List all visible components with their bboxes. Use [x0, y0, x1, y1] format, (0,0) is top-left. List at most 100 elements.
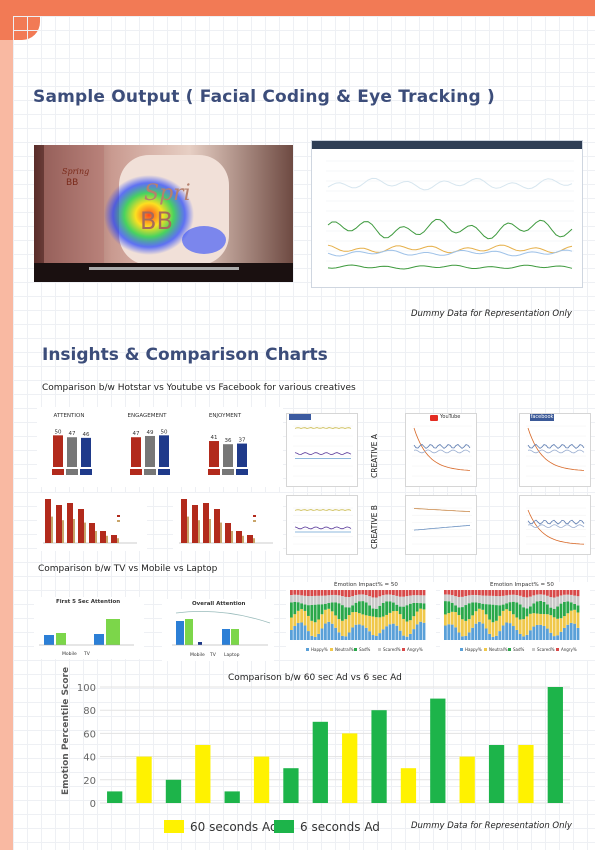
- chart-bar: [312, 721, 328, 803]
- red-bar: [56, 505, 62, 543]
- stacked-segment: [569, 590, 573, 595]
- stacked-segment: [467, 619, 471, 633]
- chart-y-ticks: 0 20 40 60 80 100: [77, 683, 96, 810]
- stacked-segment: [556, 596, 559, 607]
- stacked-segment: [354, 611, 358, 625]
- stacked-segment: [546, 590, 549, 596]
- stacked-segment: [552, 608, 556, 618]
- stacked-segment: [444, 590, 447, 595]
- stacked-segment: [385, 614, 388, 627]
- stacked-segment: [409, 595, 412, 604]
- platform-bar: [223, 444, 233, 467]
- stacked-segment: [576, 596, 580, 606]
- stacked-segment: [474, 602, 478, 612]
- stacked-segment: [491, 590, 495, 596]
- stacked-segment: [515, 629, 519, 640]
- stacked-segment: [498, 605, 502, 616]
- stacked-segment: [467, 603, 471, 620]
- stacked-segment: [371, 597, 375, 609]
- stacked-segment: [395, 595, 399, 605]
- emotion-impact-chart-1: Emotion Impact% = 50 Happy% Neutral% Sad% S…: [286, 582, 436, 660]
- stacked-segment: [344, 596, 348, 608]
- stacked-segment: [539, 594, 542, 601]
- stacked-segment: [474, 623, 478, 640]
- mini-series-line: [413, 524, 471, 531]
- stacked-segment: [525, 590, 529, 598]
- stacked-segment: [381, 616, 385, 630]
- chart-bar: [224, 791, 240, 803]
- stacked-segment: [512, 594, 515, 602]
- stacked-segment: [518, 595, 522, 605]
- red-bars-svg: [179, 499, 273, 544]
- stacked-segment: [422, 595, 426, 604]
- stacked-segment: [461, 607, 464, 620]
- stacked-segment: [300, 609, 303, 623]
- y-tick-label: 40: [83, 753, 96, 764]
- stacked-segment: [347, 632, 351, 640]
- red-bar: [181, 499, 187, 543]
- dummy-note-bottom: Dummy Data for Representation Only: [411, 821, 572, 831]
- stacked-svg: Happy% Neutral% Sad% Scared% Angry%: [290, 590, 426, 652]
- stacked-segment: [300, 603, 303, 610]
- stacked-segment: [392, 602, 395, 612]
- stacked-segment: [398, 614, 402, 631]
- stacked-segment: [556, 618, 559, 636]
- stacked-segment: [508, 594, 512, 603]
- stacked-segment: [522, 619, 525, 637]
- platform-bar-value: 47: [133, 431, 140, 437]
- stacked-segment: [395, 610, 399, 626]
- stacked-segment: [317, 633, 320, 640]
- stacked-segment: [402, 635, 405, 640]
- emotion-legend-label: Angry%: [407, 647, 423, 652]
- stacked-segment: [549, 615, 553, 633]
- stacked-segment: [320, 604, 324, 615]
- mini-series-line: [413, 508, 471, 513]
- stacked-segment: [552, 617, 556, 637]
- stacked-segment: [378, 590, 382, 597]
- stacked-segment: [310, 605, 314, 621]
- stacked-segment: [290, 590, 293, 595]
- stacked-segment: [337, 595, 341, 604]
- stacked-segment: [344, 590, 348, 597]
- red-bar: [89, 523, 95, 543]
- stacked-segment: [320, 614, 324, 629]
- stacked-segment: [402, 590, 405, 597]
- emotion-legend-swatch: [306, 648, 309, 651]
- emotion-impact-title-1: Emotion Impact% = 50: [334, 582, 398, 588]
- stacked-segment: [569, 622, 573, 640]
- stacked-segment: [491, 622, 495, 637]
- stacked-segment: [307, 615, 310, 632]
- stacked-segment: [495, 590, 498, 597]
- stacked-segment: [474, 611, 478, 624]
- stacked-segment: [361, 614, 365, 626]
- red-bar: [67, 503, 73, 543]
- stacked-segment: [478, 603, 481, 609]
- stacked-segment: [313, 604, 317, 623]
- tan-bar: [187, 516, 189, 543]
- stacked-segment: [364, 602, 368, 616]
- platform-logo-icon: [80, 469, 92, 475]
- stacked-segment: [529, 630, 532, 640]
- stacked-segment: [354, 590, 358, 596]
- mini-series-line: [294, 526, 352, 530]
- emotion-impact-title-2: Emotion Impact% = 50: [490, 582, 554, 588]
- stacked-segment: [450, 624, 454, 640]
- platform-bar: [53, 435, 63, 467]
- stacked-segment: [324, 603, 327, 610]
- red-bar: [225, 523, 231, 543]
- stacked-segment: [347, 607, 351, 616]
- stacked-segment: [508, 623, 512, 640]
- legend-swatch-60s: [164, 820, 184, 833]
- platform-logo-icon: [158, 469, 170, 475]
- stacked-segment: [327, 608, 331, 622]
- stacked-segment: [556, 635, 559, 640]
- stacked-segment: [512, 614, 515, 627]
- caption-ad: Comparison b/w 60 sec Ad vs 6 sec Ad: [228, 673, 402, 683]
- stacked-segment: [525, 597, 529, 609]
- platform-bar-value: 37: [239, 438, 246, 444]
- stacked-segment: [358, 601, 361, 614]
- stacked-segment: [569, 610, 573, 623]
- platform-group-title: ATTENTION: [54, 413, 85, 419]
- mini-series-line: [413, 443, 471, 449]
- stacked-segment: [454, 612, 457, 628]
